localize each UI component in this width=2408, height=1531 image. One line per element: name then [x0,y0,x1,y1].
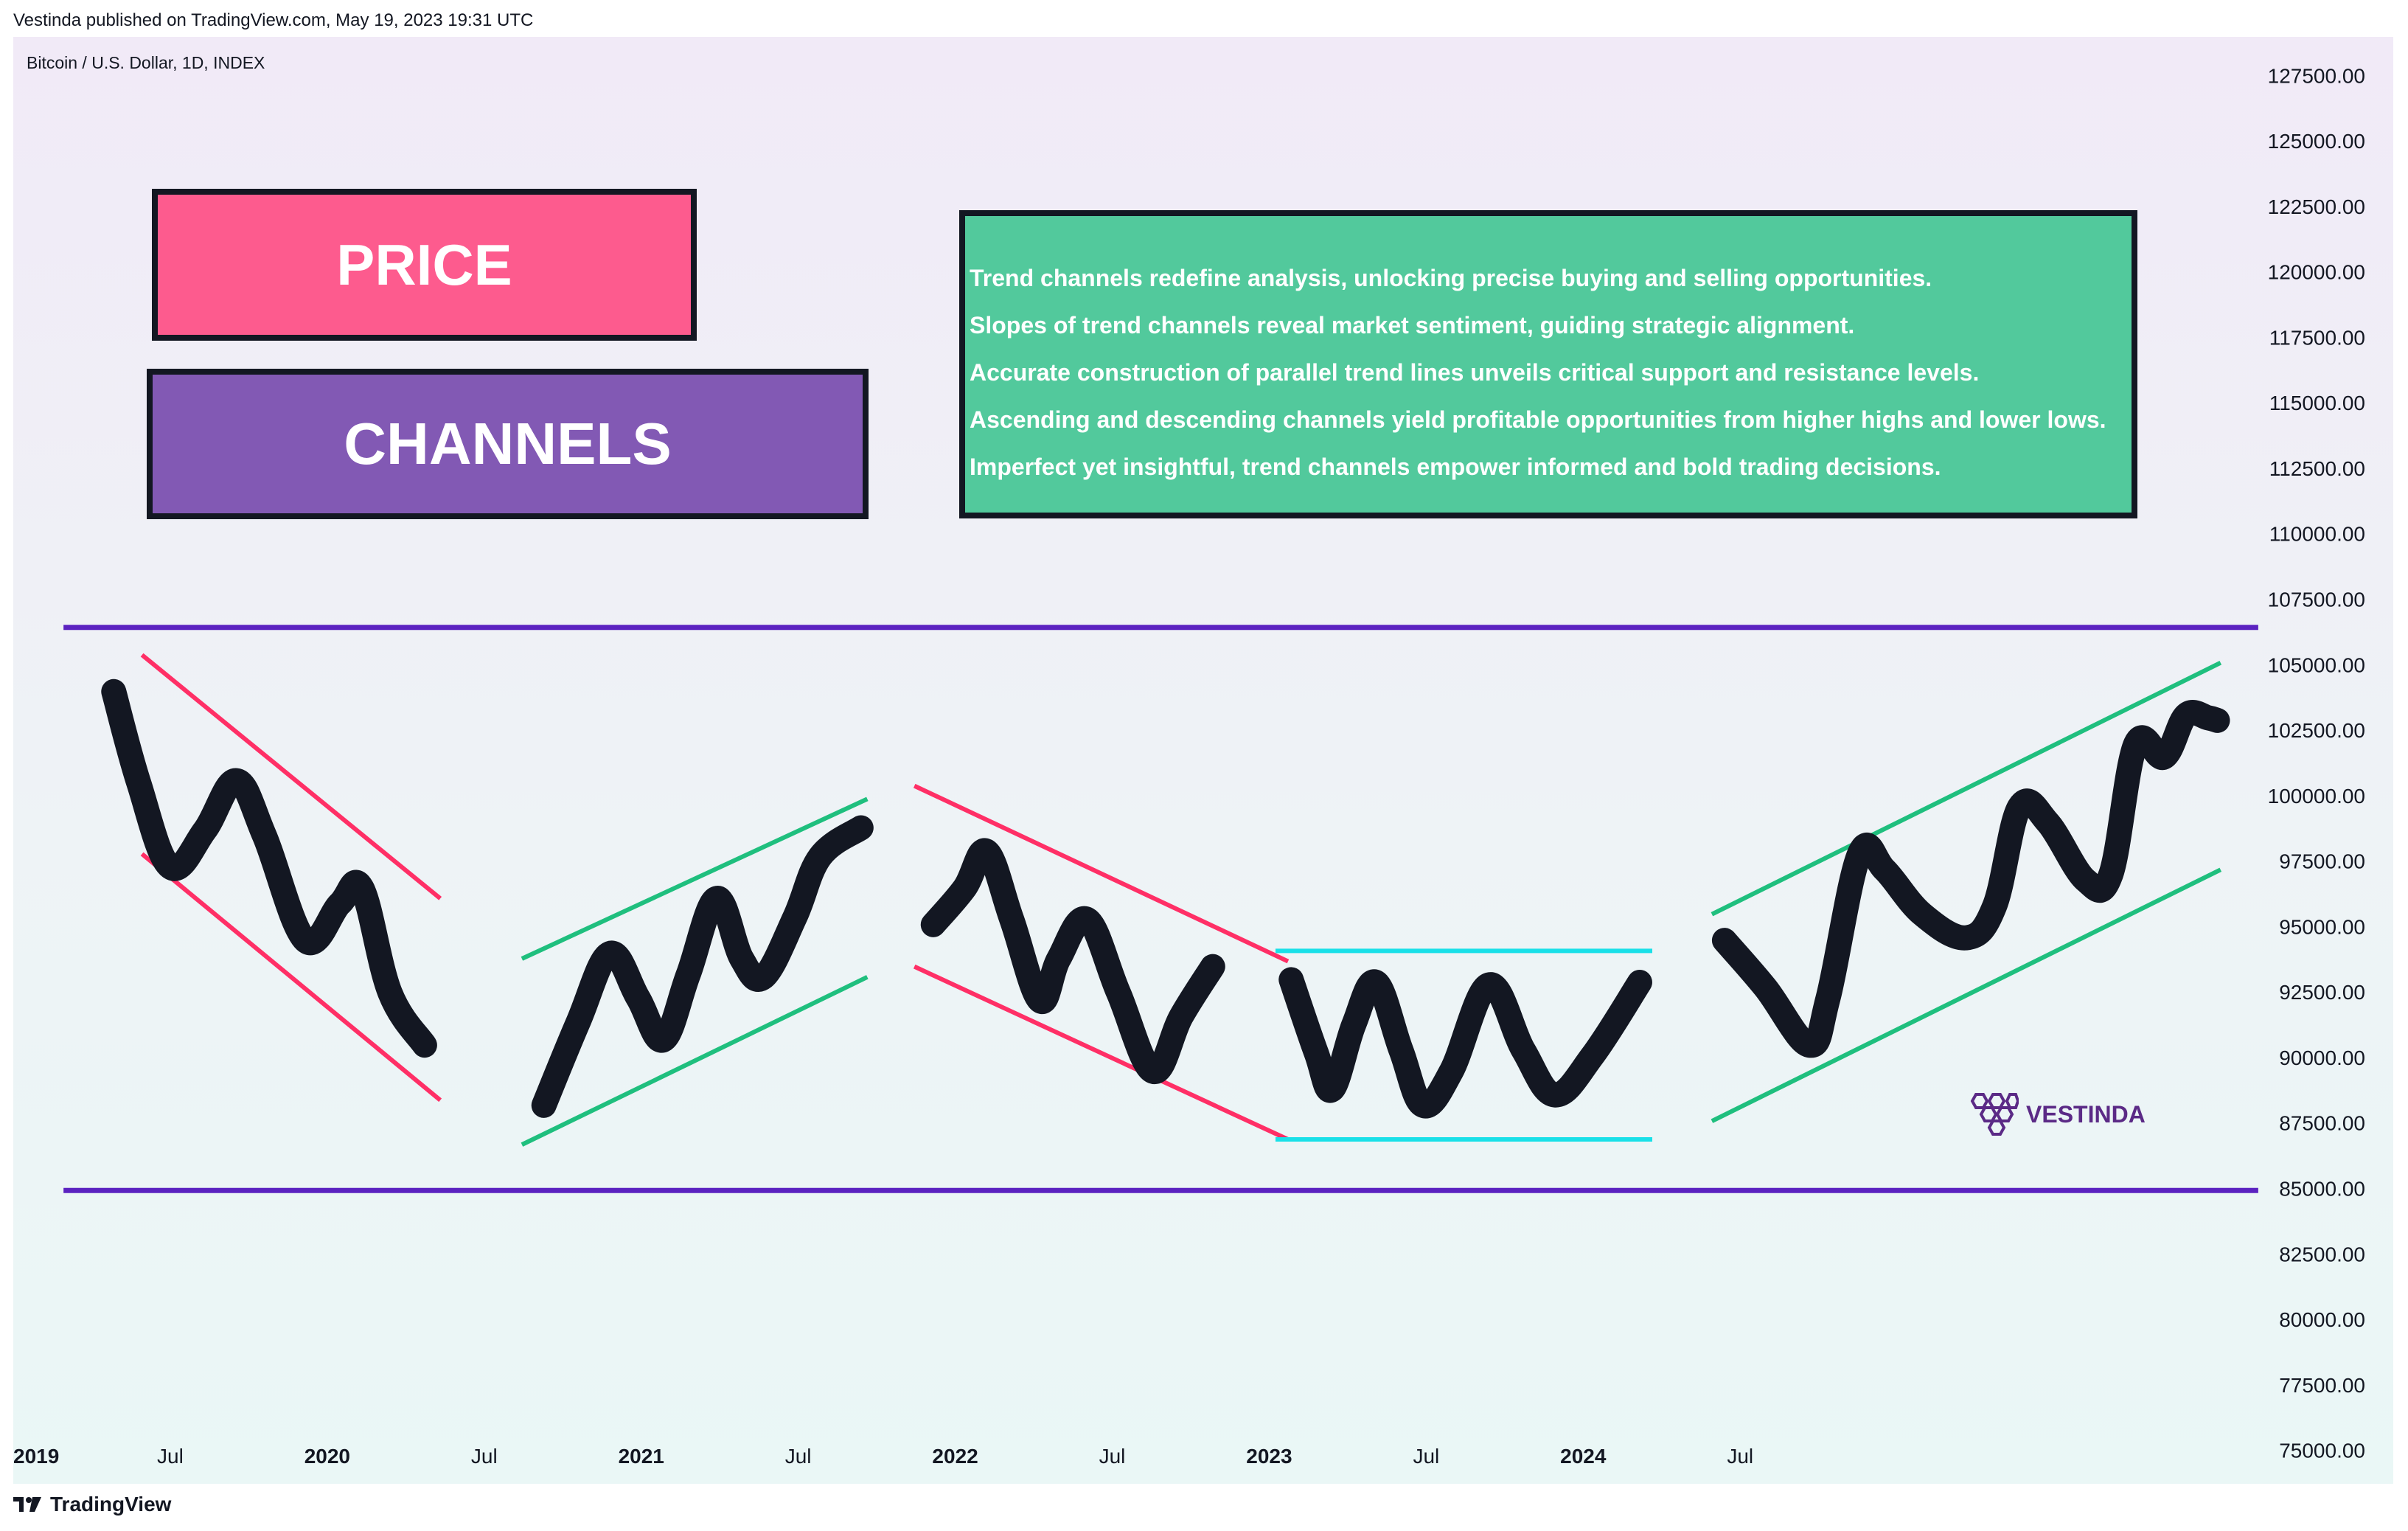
y-tick-label: 75000.00 [2279,1440,2365,1462]
y-tick-label: 90000.00 [2279,1046,2365,1069]
channel-line [913,783,1290,964]
y-tick-label: 102500.00 [2268,719,2365,742]
channel-line [140,653,442,900]
x-tick-label: 2019 [13,1445,59,1468]
price-title-text: PRICE [336,232,512,297]
price-title-box: PRICE [152,189,697,341]
channels-title-text: CHANNELS [344,411,672,476]
y-tick-label: 122500.00 [2268,195,2365,218]
price-stroke [531,815,874,1118]
y-tick-label: 125000.00 [2268,130,2365,153]
tradingview-logo-icon [13,1497,41,1512]
x-tick-label: 2023 [1246,1445,1292,1468]
tradingview-footer[interactable]: TradingView [13,1493,171,1516]
hexagon-cluster-icon [1970,1093,2019,1136]
y-tick-label: 82500.00 [2279,1243,2365,1266]
x-tick-label: Jul [785,1445,812,1468]
info-line: Imperfect yet insightful, trend channels… [970,454,1941,480]
x-tick-label: Jul [1727,1445,1753,1468]
tradingview-logo-text: TradingView [50,1493,172,1516]
info-box: Trend channels redefine analysis, unlock… [959,210,2137,518]
x-tick-label: Jul [1413,1445,1439,1468]
x-tick-label: 2022 [932,1445,978,1468]
y-tick-label: 87500.00 [2279,1112,2365,1135]
x-tick-label: Jul [157,1445,184,1468]
y-tick-label: 100000.00 [2268,785,2365,808]
x-tick-label: 2020 [305,1445,350,1468]
publish-header: Vestinda published on TradingView.com, M… [13,10,534,30]
channels-title-box: CHANNELS [147,369,869,519]
vestinda-watermark: VESTINDA [1967,1091,2146,1137]
x-tick-label: 2024 [1560,1445,1607,1468]
channel-line [521,796,869,961]
y-tick-label: 112500.00 [2269,457,2365,480]
info-line: Ascending and descending channels yield … [970,406,2106,433]
channel-line [521,975,869,1147]
price-stroke [920,838,1225,1084]
price-stroke [1711,700,2230,1058]
y-tick-label: 120000.00 [2268,261,2365,284]
symbol-label: Bitcoin / U.S. Dollar, 1D, INDEX [27,53,265,72]
y-tick-label: 127500.00 [2268,64,2365,87]
info-line: Accurate construction of parallel trend … [970,359,1980,386]
info-line: Trend channels redefine analysis, unlock… [970,265,1932,291]
y-tick-label: 77500.00 [2279,1374,2365,1397]
y-tick-label: 115000.00 [2269,392,2365,414]
x-tick-label: Jul [1099,1445,1126,1468]
y-tick-label: 107500.00 [2268,588,2365,611]
y-tick-label: 92500.00 [2279,981,2365,1004]
y-tick-label: 80000.00 [2279,1308,2365,1331]
y-tick-label: 105000.00 [2268,653,2365,676]
price-stroke [101,678,437,1058]
y-tick-label: 85000.00 [2279,1177,2365,1200]
channel-line [1711,867,2222,1123]
price-stroke [1278,967,1652,1119]
info-line: Slopes of trend channels reveal market s… [970,312,1855,339]
y-tick-label: 110000.00 [2269,523,2365,546]
channel-line [913,964,1290,1142]
y-tick-label: 117500.00 [2269,326,2365,349]
y-tick-label: 97500.00 [2279,850,2365,873]
channel-line [140,852,442,1103]
x-tick-label: Jul [471,1445,498,1468]
channel-line [1711,661,2222,917]
watermark-text: VESTINDA [2026,1100,2146,1128]
y-tick-label: 95000.00 [2279,915,2365,938]
x-tick-label: 2021 [619,1445,664,1468]
